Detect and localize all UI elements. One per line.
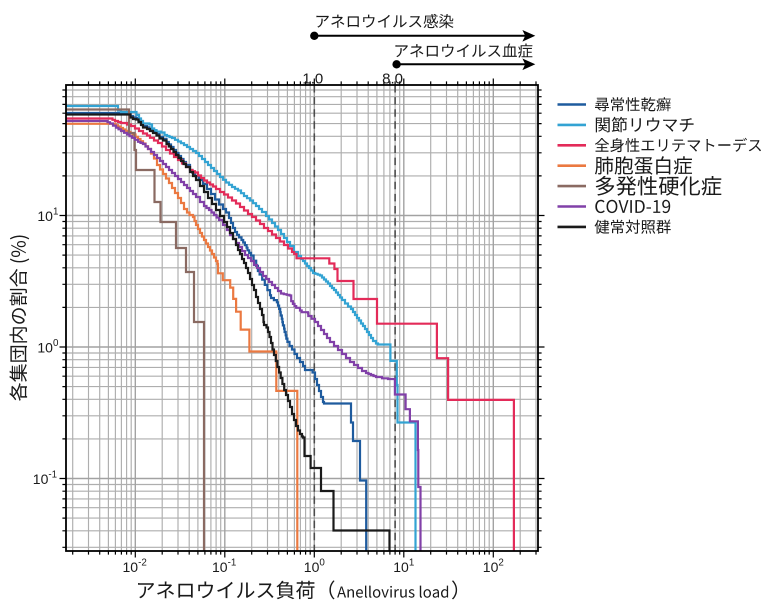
svg-text:1.0: 1.0: [302, 71, 323, 88]
svg-text:1: 1: [409, 557, 414, 568]
svg-text:10: 10: [33, 471, 49, 487]
svg-text:1: 1: [53, 207, 58, 218]
svg-text:-1: -1: [228, 557, 237, 568]
svg-text:0: 0: [319, 557, 325, 568]
svg-text:10: 10: [212, 559, 228, 575]
svg-text:10: 10: [393, 559, 409, 575]
svg-text:10: 10: [304, 559, 320, 575]
svg-text:-1: -1: [48, 470, 57, 481]
svg-text:2: 2: [498, 557, 503, 568]
svg-text:10: 10: [37, 208, 53, 224]
svg-text:8.0: 8.0: [382, 71, 403, 88]
svg-text:10: 10: [483, 559, 499, 575]
svg-text:0: 0: [53, 338, 59, 349]
svg-text:-2: -2: [138, 557, 147, 568]
svg-text:10: 10: [123, 559, 139, 575]
svg-text:10: 10: [37, 340, 53, 356]
